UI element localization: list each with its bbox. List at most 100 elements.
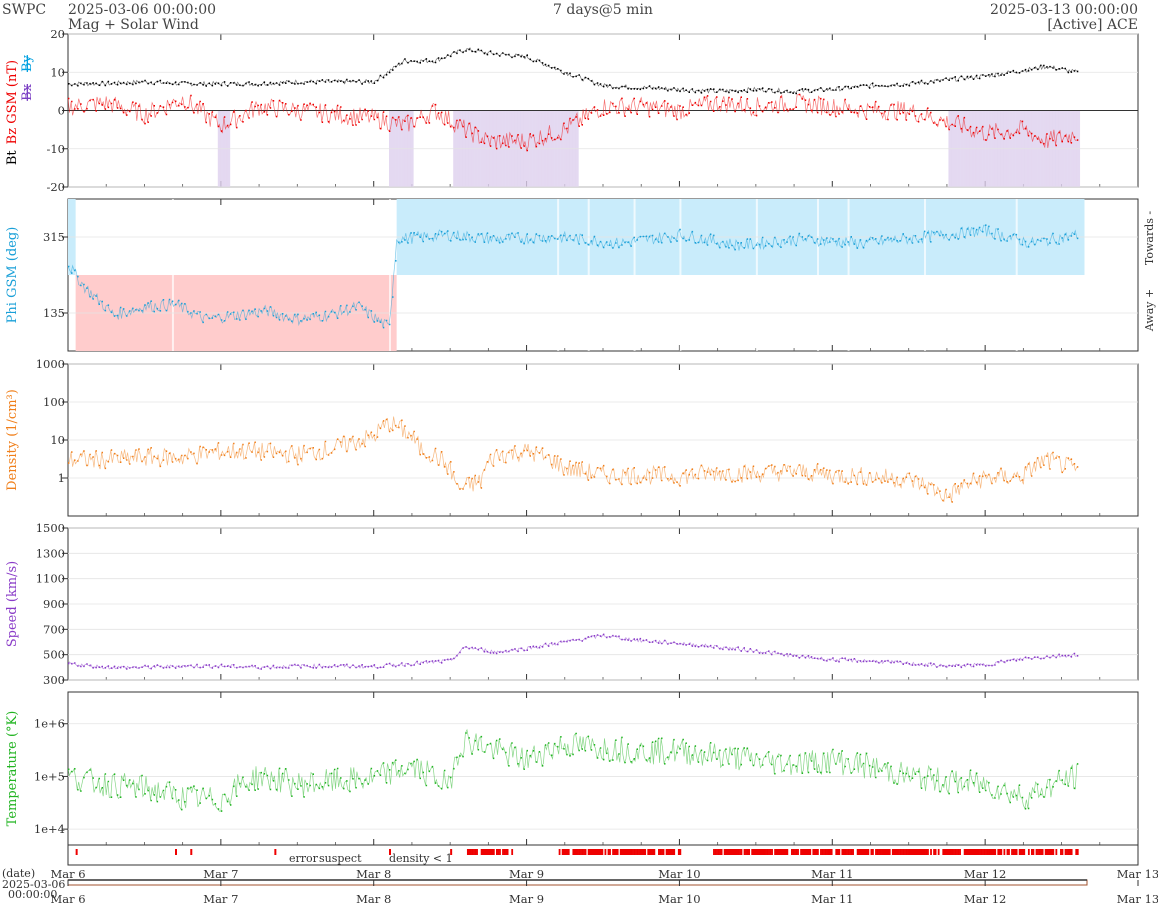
quality-flag [774, 849, 776, 855]
quality-flag [1060, 849, 1062, 855]
y-tick-label: 1000 [36, 357, 65, 371]
quality-flag [965, 849, 968, 855]
quality-flag [732, 849, 735, 855]
quality-flag [468, 849, 471, 855]
quality-flag [766, 849, 769, 855]
quality-flag [758, 849, 761, 855]
speed-series [67, 633, 1079, 670]
quality-flag [1055, 849, 1058, 855]
quality-flag [992, 849, 995, 855]
quality-flag [609, 849, 611, 855]
phi-gap [817, 199, 819, 351]
quality-flag [746, 849, 749, 855]
mag-ylabel2-part: By [20, 54, 35, 72]
quality-flag [783, 849, 786, 855]
phi-gap [557, 199, 560, 351]
quality-flag [752, 849, 755, 855]
quality-flag [470, 849, 472, 855]
quality-flag [595, 849, 598, 855]
quality-flag [807, 849, 810, 855]
density-series [67, 416, 1079, 503]
quality-flag [835, 849, 838, 855]
quality-flag [502, 849, 504, 855]
quality-flag [991, 849, 994, 855]
phi-ylabel: Phi GSM (deg) [5, 227, 20, 324]
quality-flag [820, 849, 822, 855]
quality-flag [274, 849, 277, 855]
y-tick-label: 1500 [36, 521, 65, 535]
quality-flag [786, 849, 789, 855]
x-tick-label: Mar 6 [50, 867, 85, 881]
quality-flag [625, 849, 628, 855]
quality-flag [714, 849, 717, 855]
towards-label: Towards - [1143, 211, 1156, 266]
quality-flag [499, 849, 501, 855]
quality-flag [867, 849, 870, 855]
quality-flag [1040, 849, 1042, 855]
density-trace [67, 416, 1078, 503]
quality-flag [511, 849, 514, 855]
quality-flag [745, 849, 747, 855]
quality-flag [578, 849, 581, 855]
quality-flag [581, 849, 584, 855]
quality-flag [739, 849, 741, 855]
quality-flag [1032, 849, 1035, 855]
quality-flag [861, 849, 864, 855]
quality-flag [75, 849, 78, 855]
quality-flag [830, 849, 833, 855]
quality-flag [573, 849, 576, 855]
quality-flag [850, 849, 853, 855]
quality-flag [175, 849, 177, 855]
phi-gap [924, 199, 926, 351]
quality-flag [920, 849, 923, 855]
quality-flag [723, 849, 726, 855]
y-tick-label: 10 [50, 433, 65, 447]
quality-flag [800, 849, 802, 855]
y-tick-label: 300 [43, 673, 65, 687]
quality-flag [872, 849, 874, 855]
quality-flag [775, 849, 778, 855]
quality-flag [1041, 849, 1044, 855]
quality-flag [1023, 849, 1026, 855]
quality-flag [979, 849, 981, 855]
quality-flag [919, 849, 922, 855]
quality-flag [812, 849, 815, 855]
quality-flag [577, 849, 579, 855]
temperature-ylabel: Temperature (°K) [5, 711, 20, 827]
quality-flag [760, 849, 763, 855]
quality-flag [948, 849, 951, 855]
quality-flag [989, 849, 992, 855]
quality-flag [720, 849, 723, 855]
quality-flag [737, 849, 740, 855]
quality-flag [651, 849, 654, 855]
x-tick-label-bottom: Mar 7 [203, 892, 238, 905]
quality-flag [628, 849, 631, 855]
quality-flag [590, 849, 593, 855]
y-tick-label: -10 [46, 142, 65, 156]
quality-flag [801, 849, 804, 855]
date-axis-label: (date) [2, 867, 35, 880]
quality-flag [1050, 849, 1053, 855]
x-tick-label-bottom: Mar 12 [964, 892, 1006, 905]
quality-flag [450, 849, 453, 855]
x-tick-label-bottom: Mar 6 [50, 892, 85, 905]
quality-flag [847, 849, 850, 855]
quality-flag [826, 849, 828, 855]
quality-flag [870, 849, 873, 855]
quality-flag [879, 849, 882, 855]
temperature-series [67, 728, 1079, 812]
quality-flag [650, 849, 653, 855]
end-time: 2025-03-13 00:00:00 [990, 2, 1138, 18]
bt-trace [67, 47, 1078, 95]
quality-flag [827, 849, 830, 855]
quality-flag [728, 849, 731, 855]
mag-ylabel: Bt Bz GSM (nT) [5, 60, 20, 165]
quality-flag [566, 849, 569, 855]
quality-flag [665, 849, 668, 855]
quality-flag [953, 849, 955, 855]
quality-flag [717, 849, 720, 855]
quality-flag [969, 849, 972, 855]
quality-flag [864, 849, 867, 855]
y-tick-label: 0 [58, 104, 65, 118]
quality-flag [633, 849, 636, 855]
